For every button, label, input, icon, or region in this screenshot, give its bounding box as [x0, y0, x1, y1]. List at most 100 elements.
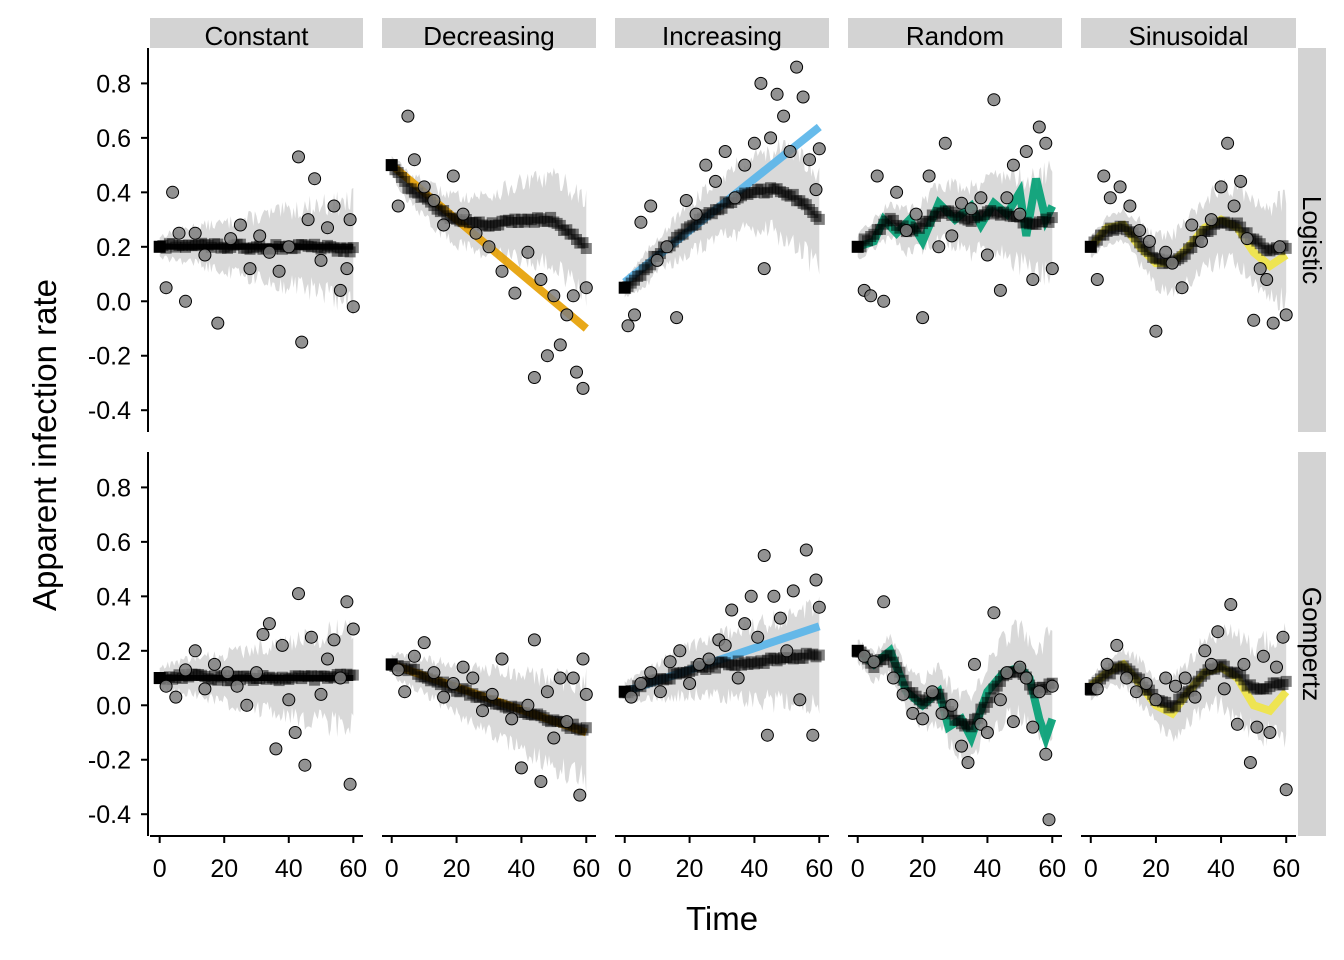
observed-point	[391, 663, 405, 677]
observed-point	[1032, 120, 1046, 134]
observed-point	[718, 145, 732, 158]
observed-point	[767, 589, 781, 603]
observed-point	[906, 706, 920, 720]
observed-point	[521, 245, 535, 259]
observed-point	[188, 644, 202, 658]
panel-gompertz-random	[851, 595, 1059, 827]
observed-point	[540, 349, 554, 363]
observed-point	[211, 316, 225, 330]
observed-point	[1165, 256, 1179, 270]
x-axis-decreasing: 0 20 40 60	[382, 835, 600, 883]
observed-point	[1097, 169, 1111, 183]
observed-point	[1221, 136, 1235, 150]
observed-point	[993, 283, 1007, 297]
estimate-marker	[664, 673, 676, 685]
observed-point	[799, 543, 813, 557]
column-strip-constant: Constant	[150, 18, 363, 51]
observed-point	[1090, 273, 1104, 286]
observed-point	[1149, 324, 1163, 338]
observed-point	[576, 652, 590, 666]
observed-point	[786, 584, 800, 598]
observed-point	[1113, 180, 1127, 194]
estimate-start-marker	[851, 240, 864, 253]
observed-point	[1013, 207, 1027, 221]
observed-point	[482, 240, 496, 254]
observed-point	[527, 371, 541, 384]
x-axis-constant: 0 20 40 60	[150, 835, 367, 883]
y-tick-label: -0.4	[88, 397, 131, 425]
observed-point	[796, 90, 810, 104]
estimate-marker	[1218, 660, 1230, 672]
observed-point	[1188, 690, 1202, 704]
observed-point	[1129, 685, 1143, 699]
observed-point	[566, 289, 580, 303]
observed-point	[547, 289, 561, 303]
observed-point	[660, 240, 674, 254]
estimate-marker	[399, 175, 411, 187]
observed-point	[282, 693, 296, 707]
estimate-marker	[710, 662, 721, 674]
estimate-marker	[347, 242, 359, 254]
observed-point	[621, 319, 635, 333]
observed-point	[744, 589, 758, 603]
observed-point	[709, 174, 722, 188]
observed-point	[417, 636, 431, 650]
observed-point	[208, 657, 221, 671]
estimate-start-marker	[385, 159, 398, 172]
observed-point	[916, 712, 930, 726]
observed-point	[301, 213, 315, 227]
observed-point	[1247, 313, 1261, 327]
observed-point	[1224, 598, 1238, 611]
observed-point	[1270, 660, 1283, 674]
observed-point	[1266, 316, 1280, 330]
observed-point	[1234, 174, 1248, 188]
x-tick-label: 40	[974, 855, 1002, 883]
estimate-marker	[813, 213, 825, 225]
observed-point	[456, 660, 470, 674]
estimate-marker	[716, 202, 728, 214]
observed-point	[314, 687, 328, 701]
estimate-marker	[1280, 675, 1292, 687]
observed-point	[179, 294, 192, 308]
observed-point	[945, 698, 959, 712]
observed-point	[653, 685, 667, 699]
observed-point	[757, 262, 771, 276]
observed-point	[1260, 273, 1274, 286]
observed-point	[398, 685, 412, 699]
estimate-marker	[654, 248, 666, 260]
observed-point	[295, 335, 309, 349]
observed-point	[909, 207, 923, 221]
observed-point	[1227, 199, 1241, 213]
observed-point	[1263, 726, 1277, 739]
observed-point	[579, 687, 593, 701]
observed-point	[292, 587, 305, 601]
strip-background	[1081, 18, 1296, 48]
estimate-start-marker	[618, 281, 631, 294]
observed-point	[333, 671, 347, 685]
observed-point	[407, 153, 421, 167]
observed-point	[968, 657, 981, 671]
observed-point	[560, 715, 574, 729]
estimate-marker	[580, 243, 592, 254]
y-tick-label: 0.8	[96, 70, 131, 98]
observed-point	[314, 253, 328, 267]
x-axis-random: 0 20 40 60	[848, 835, 1066, 883]
observed-point	[292, 150, 305, 164]
observed-point	[166, 185, 180, 199]
observed-point	[1217, 682, 1231, 696]
estimate-marker	[1046, 212, 1058, 224]
observed-point	[547, 731, 561, 745]
observed-point	[980, 726, 994, 739]
observed-point	[987, 93, 1001, 107]
observed-point	[1204, 213, 1218, 227]
estimate-marker	[1186, 242, 1198, 253]
observed-point	[1169, 679, 1182, 693]
observed-point	[955, 739, 968, 753]
panel-logistic-increasing	[618, 60, 826, 333]
observed-point	[670, 311, 684, 325]
estimate-marker	[946, 708, 958, 720]
observed-point	[579, 281, 593, 295]
observed-point	[1042, 813, 1056, 827]
observed-point	[644, 199, 658, 213]
strip-label: Decreasing	[423, 21, 555, 51]
